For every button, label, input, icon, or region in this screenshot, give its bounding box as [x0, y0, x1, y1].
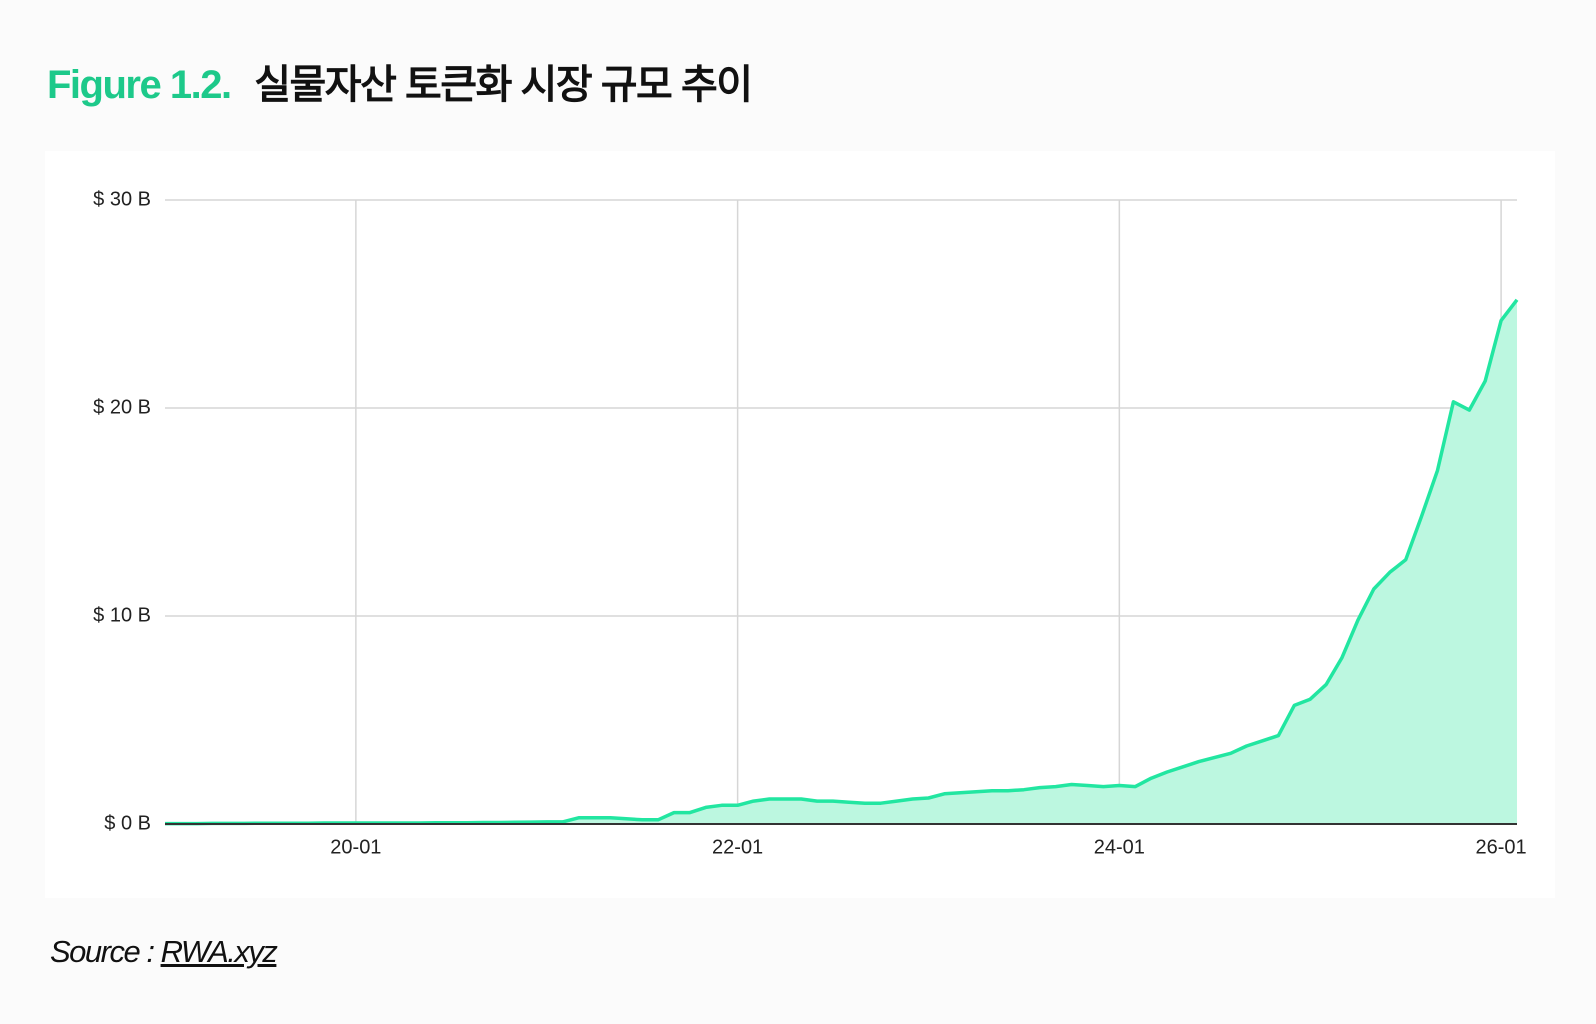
- source: Source : RWA.xyz: [50, 934, 278, 970]
- x-tick-label: 24-01: [1094, 836, 1145, 858]
- y-tick-label: $ 0 B: [104, 812, 151, 834]
- title-row: Figure 1.2. 실물자산 토큰화 시장 규모 추이: [47, 52, 753, 110]
- source-label: Source :: [50, 934, 161, 969]
- y-tick-label: $ 20 B: [93, 396, 151, 418]
- chart-title: 실물자산 토큰화 시장 규모 추이: [254, 63, 753, 107]
- y-tick-label: $ 30 B: [93, 188, 151, 210]
- area: [165, 299, 1517, 824]
- y-tick-label: $ 10 B: [93, 604, 151, 626]
- x-tick-label: 20-01: [330, 836, 381, 858]
- x-tick-label: 26-01: [1476, 836, 1527, 858]
- figure-label: Figure 1.2.: [47, 63, 232, 107]
- x-tick-label: 22-01: [712, 836, 763, 858]
- source-link[interactable]: RWA.xyz: [160, 934, 278, 969]
